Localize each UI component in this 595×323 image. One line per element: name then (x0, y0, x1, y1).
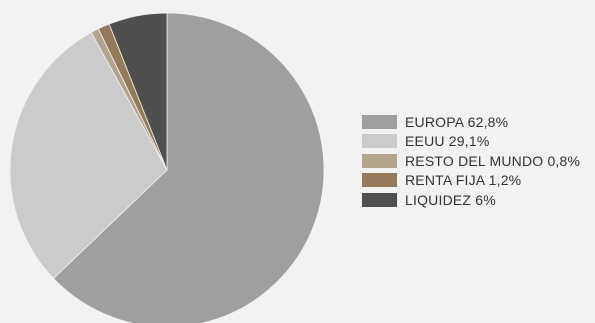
pie-chart (9, 12, 325, 323)
legend-item-resto-del-mundo: RESTO DEL MUNDO 0,8% (362, 151, 580, 171)
legend-item-eeuu: EEUU 29,1% (362, 132, 580, 152)
legend-swatch-eeuu (362, 134, 397, 149)
legend-swatch-europa (362, 114, 397, 129)
legend-label-liquidez: LIQUIDEZ 6% (405, 191, 496, 208)
legend-item-europa: EUROPA 62,8% (362, 112, 580, 132)
legend-label-eeuu: EEUU 29,1% (405, 133, 490, 150)
pie-slice-liquidez (108, 12, 168, 171)
legend-label-resto-del-mundo: RESTO DEL MUNDO 0,8% (405, 152, 581, 169)
legend-label-europa: EUROPA 62,8% (405, 113, 509, 130)
legend-swatch-renta-fija (362, 173, 397, 188)
pie-slice-eeuu (9, 31, 168, 280)
legend-item-renta-fija: RENTA FIJA 1,2% (362, 171, 580, 191)
legend-label-renta-fija: RENTA FIJA 1,2% (405, 172, 522, 189)
legend-swatch-liquidez (362, 192, 397, 207)
chart-legend: EUROPA 62,8% EEUU 29,1% RESTO DEL MUNDO … (362, 112, 580, 210)
legend-swatch-resto-del-mundo (362, 153, 397, 168)
legend-item-liquidez: LIQUIDEZ 6% (362, 190, 580, 210)
